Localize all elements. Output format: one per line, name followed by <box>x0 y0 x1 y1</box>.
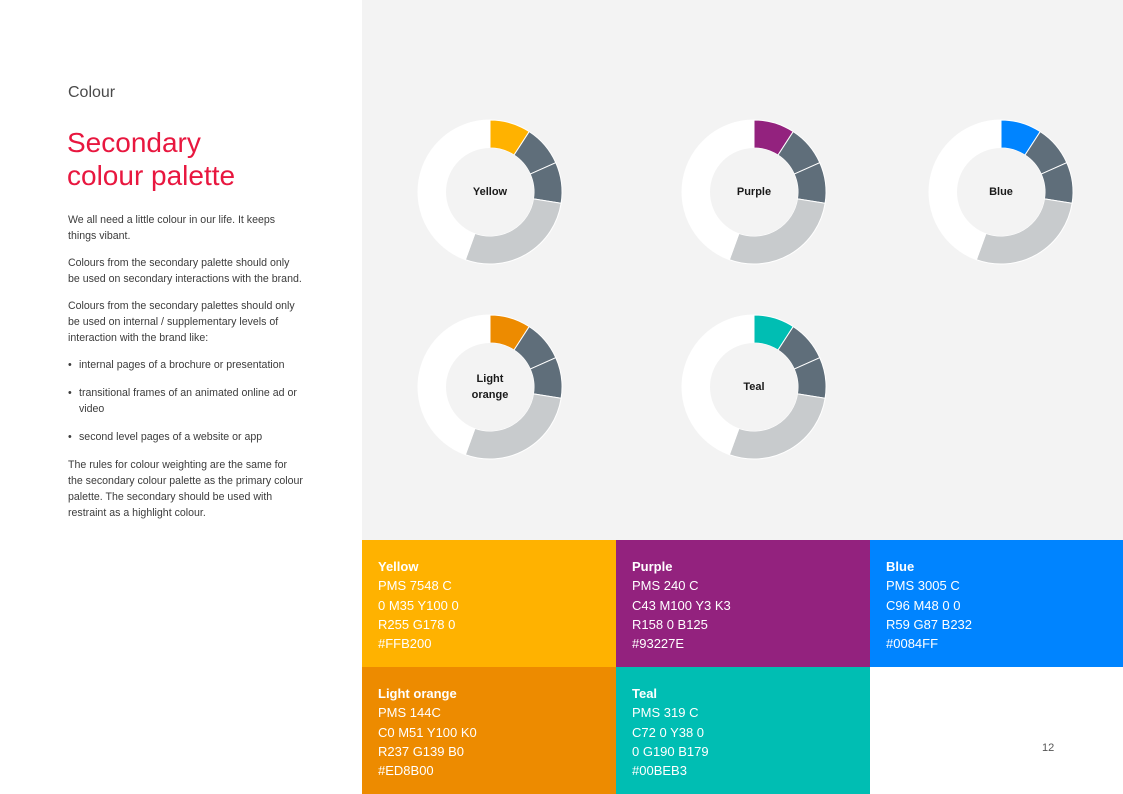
donut-label: Purple <box>736 186 772 198</box>
donut-hole <box>710 343 798 431</box>
swatch-hex: #0084FF <box>886 636 939 652</box>
swatch-name: Teal <box>632 686 658 701</box>
donut-label: Blue <box>989 186 1013 198</box>
swatch-cmyk: C96 M48 0 0 <box>886 597 961 613</box>
list-item: internal pages of a brochure or presenta… <box>68 357 304 373</box>
donut-label: Light orange <box>455 352 525 422</box>
swatch-rgb: 0 G190 B179 <box>632 743 709 759</box>
swatch-name: Purple <box>632 559 673 574</box>
donut-panel: Yellow Purple Blue Light orange Teal <box>362 0 1123 540</box>
donut-hole <box>446 148 534 236</box>
donut-label-line-2: orange <box>471 389 509 401</box>
swatch-light-orange: Light orange PMS 144C C0 M51 Y100 K0 R23… <box>362 667 616 794</box>
body-text: We all need a little colour in our life.… <box>68 212 304 532</box>
swatch-pms: PMS 319 C <box>632 705 699 721</box>
donut-chart <box>681 314 827 460</box>
donut-blue: Blue <box>926 117 1076 267</box>
donut-chart <box>417 314 563 460</box>
list-item: second level pages of a website or app <box>68 429 304 445</box>
donut-hole <box>710 148 798 236</box>
swatch-cmyk: C72 0 Y38 0 <box>632 724 705 740</box>
intro-paragraph-3: Colours from the secondary palettes shou… <box>68 300 295 344</box>
donut-chart <box>417 119 563 265</box>
swatch-rgb: R255 G178 0 <box>378 616 456 632</box>
swatch-name: Blue <box>886 559 915 574</box>
swatch-rgb: R59 G87 B232 <box>886 616 973 632</box>
section-label: Colour <box>68 84 116 101</box>
donut-label: Yellow <box>472 186 508 198</box>
list-item: transitional frames of an animated onlin… <box>68 385 304 417</box>
intro-paragraph-1: We all need a little colour in our life.… <box>68 214 276 242</box>
swatch-purple: Purple PMS 240 C C43 M100 Y3 K3 R158 0 B… <box>616 540 870 667</box>
donut-teal: Teal <box>679 312 829 462</box>
donut-label: Teal <box>743 381 765 393</box>
swatch-blue: Blue PMS 3005 C C96 M48 0 0 R59 G87 B232… <box>870 540 1123 667</box>
donut-hole <box>957 148 1045 236</box>
donut-hole <box>446 343 534 431</box>
swatch-hex: #93227E <box>632 636 685 652</box>
swatch-hex: #FFB200 <box>378 636 432 652</box>
swatch-cmyk: C43 M100 Y3 K3 <box>632 597 731 613</box>
swatch-cmyk: 0 M35 Y100 0 <box>378 597 459 613</box>
title-line-2: colour palette <box>67 160 236 191</box>
donut-light-orange: Light orange <box>415 312 565 462</box>
text-column: Colour Secondary colour palette We all n… <box>0 0 362 794</box>
page-number: 12 <box>1042 742 1055 754</box>
donut-purple: Purple <box>679 117 829 267</box>
swatch-pms: PMS 240 C <box>632 578 699 594</box>
title-line-1: Secondary <box>67 127 201 158</box>
swatch-hex: #00BEB3 <box>632 763 687 779</box>
usage-list: internal pages of a brochure or presenta… <box>68 357 304 445</box>
swatch-teal: Teal PMS 319 C C72 0 Y38 0 0 G190 B179 #… <box>616 667 870 794</box>
swatch-name: Light orange <box>378 686 457 701</box>
donut-chart <box>928 119 1074 265</box>
page-title: Secondary colour palette <box>67 126 337 192</box>
donut-chart <box>681 119 827 265</box>
swatch-rgb: R237 G139 B0 <box>378 743 465 759</box>
swatch-pms: PMS 7548 C <box>378 578 452 594</box>
donut-label-line-1: Light <box>476 373 504 385</box>
donut-yellow: Yellow <box>415 117 565 267</box>
swatch-pms: PMS 3005 C <box>886 578 960 594</box>
swatch-rgb: R158 0 B125 <box>632 616 708 632</box>
swatch-cmyk: C0 M51 Y100 K0 <box>378 724 477 740</box>
swatch-pms: PMS 144C <box>378 705 441 721</box>
intro-paragraph-4: The rules for colour weighting are the s… <box>68 459 303 519</box>
swatch-hex: #ED8B00 <box>378 763 434 779</box>
swatch-yellow: Yellow PMS 7548 C 0 M35 Y100 0 R255 G178… <box>362 540 616 667</box>
intro-paragraph-2: Colours from the secondary palette shoul… <box>68 257 302 285</box>
swatch-name: Yellow <box>378 559 419 574</box>
